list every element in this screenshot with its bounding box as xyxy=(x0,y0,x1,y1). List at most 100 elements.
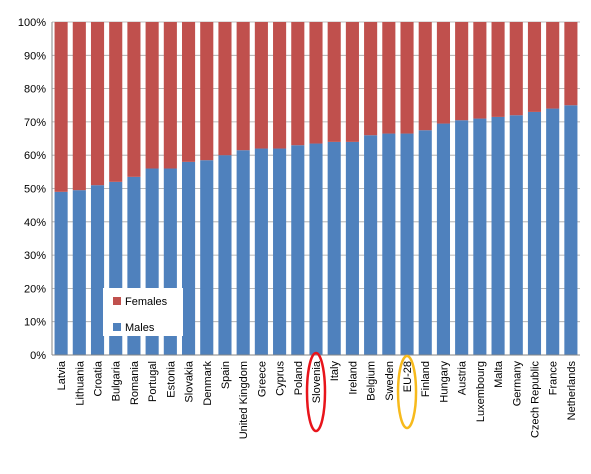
highlight-ellipse-eu-28 xyxy=(396,354,418,430)
bar-females xyxy=(455,22,469,121)
y-tick-label: 90% xyxy=(24,50,46,62)
bar-females xyxy=(564,22,578,106)
x-tick-label: Belgium xyxy=(366,361,378,401)
x-tick-label: Ireland xyxy=(347,361,359,395)
y-tick-label: 70% xyxy=(24,117,46,129)
y-tick-label: 100% xyxy=(18,17,46,29)
bar-males xyxy=(473,118,487,355)
y-tick-label: 50% xyxy=(24,184,46,196)
bar-males xyxy=(200,160,214,355)
legend-label: Females xyxy=(125,296,168,308)
legend-swatch xyxy=(113,323,121,331)
x-tick-label: Hungary xyxy=(438,361,450,403)
bar-females xyxy=(546,22,560,109)
y-tick-label: 0% xyxy=(30,350,46,362)
legend-swatch xyxy=(113,297,121,305)
bar-females xyxy=(127,22,141,177)
x-tick-label: Slovenia xyxy=(311,360,323,403)
bar-females xyxy=(54,22,68,192)
x-tick-label: Romania xyxy=(129,360,141,405)
x-tick-label: Italy xyxy=(329,361,341,382)
x-tick-label: Sweden xyxy=(384,361,396,401)
bar-males xyxy=(509,115,523,356)
bar-males xyxy=(327,141,341,355)
y-tick-label: 10% xyxy=(24,317,46,329)
bar-females xyxy=(364,22,378,136)
bar-males xyxy=(72,190,86,355)
bar-males xyxy=(436,123,451,355)
x-tick-label: Lithuania xyxy=(74,360,86,406)
bar-males xyxy=(54,191,68,355)
bar-males xyxy=(455,120,469,355)
x-tick-label: Portugal xyxy=(147,361,159,402)
bar-males xyxy=(382,133,396,355)
x-tick-label: Germany xyxy=(511,361,523,407)
bar-females xyxy=(418,22,432,131)
bar-females xyxy=(400,22,414,134)
bar-females xyxy=(345,22,359,142)
x-tick-label: Netherlands xyxy=(566,361,578,421)
x-tick-label: France xyxy=(548,361,560,395)
bar-females xyxy=(491,22,505,117)
bar-females xyxy=(254,22,268,149)
x-tick-label: Luxembourg xyxy=(475,361,487,422)
x-tick-label: Austria xyxy=(457,360,469,395)
x-tick-label: Malta xyxy=(493,360,505,388)
bar-males xyxy=(309,143,323,355)
x-tick-label: Finland xyxy=(420,361,432,397)
bar-females xyxy=(145,22,159,169)
bar-females xyxy=(473,22,487,119)
x-tick-label: Greece xyxy=(256,361,268,397)
bar-males xyxy=(546,108,560,355)
bar-males xyxy=(364,135,378,355)
y-tick-label: 30% xyxy=(24,250,46,262)
bar-males xyxy=(527,111,542,355)
bar-females xyxy=(527,22,542,112)
bar-females xyxy=(436,22,451,124)
legend-label: Males xyxy=(125,322,155,334)
bar-females xyxy=(273,22,287,149)
bar-females xyxy=(163,22,177,169)
x-tick-label: Estonia xyxy=(165,360,177,398)
x-tick-label: Spain xyxy=(220,361,232,389)
x-tick-label: Czech Republic xyxy=(529,361,541,439)
x-tick-label: Denmark xyxy=(202,361,214,406)
highlight-ellipse-slovenia xyxy=(305,351,327,433)
bar-females xyxy=(382,22,396,134)
bar-females xyxy=(327,22,341,142)
bar-males xyxy=(218,155,232,355)
y-tick-label: 80% xyxy=(24,84,46,96)
bar-males xyxy=(564,105,578,355)
bar-males xyxy=(291,145,305,355)
y-tick-label: 40% xyxy=(24,217,46,229)
bar-males xyxy=(418,130,432,355)
bar-females xyxy=(236,22,250,151)
bar-males xyxy=(181,161,196,355)
x-tick-label: Cyprus xyxy=(275,361,287,396)
bar-females xyxy=(291,22,305,146)
x-tick-label: Bulgaria xyxy=(111,360,123,401)
y-tick-label: 20% xyxy=(24,283,46,295)
bar-females xyxy=(181,22,196,162)
x-tick-label: United Kingdom xyxy=(238,361,250,439)
bar-males xyxy=(400,133,414,355)
bar-females xyxy=(109,22,123,182)
x-tick-label: EU-28 xyxy=(402,361,414,392)
x-tick-label: Slovakia xyxy=(184,360,196,402)
bar-females xyxy=(72,22,86,191)
bar-males xyxy=(273,148,287,355)
bar-males xyxy=(345,141,359,355)
bar-males xyxy=(90,185,105,355)
bar-males xyxy=(236,150,250,355)
x-tick-label: Croatia xyxy=(93,360,105,396)
bar-males xyxy=(254,148,268,355)
y-tick-label: 60% xyxy=(24,150,46,162)
bar-females xyxy=(200,22,214,161)
bar-females xyxy=(309,22,323,144)
bar-females xyxy=(218,22,232,156)
x-tick-label: Latvia xyxy=(56,360,68,390)
bar-females xyxy=(90,22,105,186)
bar-males xyxy=(491,116,505,355)
